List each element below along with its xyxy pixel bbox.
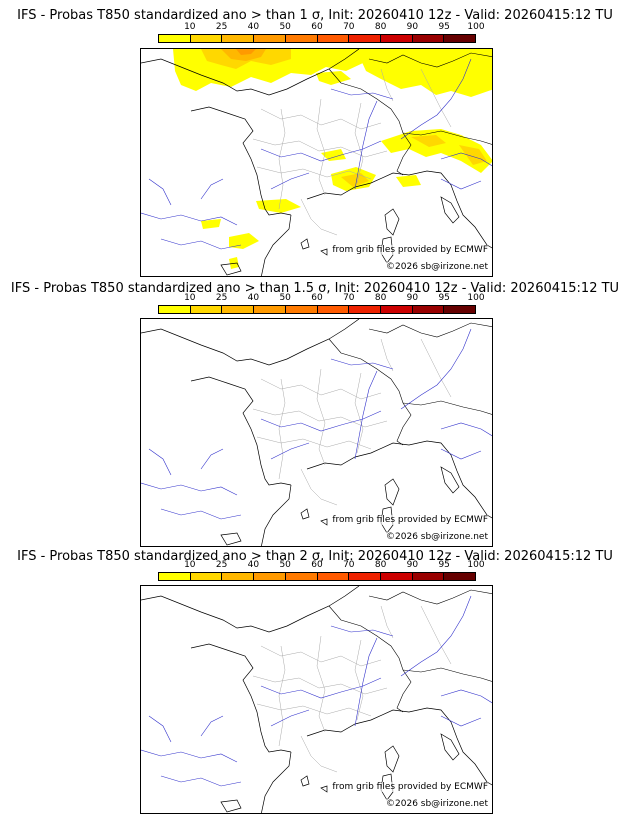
colorbar-tick-label: 40 xyxy=(247,560,260,570)
colorbar-tick-label: 100 xyxy=(467,293,485,303)
country-borders xyxy=(328,52,492,176)
coastlines xyxy=(141,319,492,546)
colorbar-tick-label: 25 xyxy=(215,293,228,303)
colorbar-segment xyxy=(285,573,318,580)
colorbar-segment xyxy=(222,573,255,580)
colorbar-segment xyxy=(444,573,476,580)
panel-title: IFS - Probas T850 standardized ano > tha… xyxy=(10,281,620,296)
colorbar xyxy=(158,305,476,314)
colorbar-tick-label: 95 xyxy=(438,22,450,32)
colorbar-segment xyxy=(380,306,413,313)
colorbar-segment xyxy=(254,306,286,313)
credit-text: from grib files provided by ECMWF xyxy=(332,515,488,525)
colorbar-segment xyxy=(190,573,223,580)
regional-borders xyxy=(252,68,452,236)
colorbar-segment xyxy=(412,573,445,580)
copyright-text: ©2026 sb@irizone.net xyxy=(386,532,488,542)
colorbar-segment xyxy=(254,35,286,42)
map-svg xyxy=(141,319,492,546)
rivers xyxy=(141,58,492,250)
colorbar-tick-label: 50 xyxy=(279,22,291,32)
colorbar-tick-label: 10 xyxy=(184,22,196,32)
colorbar-segment xyxy=(285,35,318,42)
colorbar-tick-label: 100 xyxy=(467,560,485,570)
colorbar-tick-label: 60 xyxy=(311,293,323,303)
colorbar-tick-label: 50 xyxy=(279,293,291,303)
map-area[interactable]: from grib files provided by ECMWF ©2026 … xyxy=(140,48,493,277)
colorbar xyxy=(158,34,476,43)
map-svg xyxy=(141,586,492,813)
colorbar-tick-label: 40 xyxy=(247,293,260,303)
colorbar-ticks: 10 25 40 50 60 70 80 90 95 100 xyxy=(158,560,485,571)
map-svg xyxy=(141,49,492,276)
rivers xyxy=(141,328,492,520)
rivers xyxy=(141,595,492,787)
colorbar-segment xyxy=(190,306,223,313)
colorbar-tick-label: 60 xyxy=(311,22,323,32)
colorbar-tick-label: 70 xyxy=(343,22,355,32)
coastlines xyxy=(141,586,492,813)
colorbar-tick-label: 95 xyxy=(438,560,450,570)
map-panel-2: IFS - Probas T850 standardized ano > tha… xyxy=(0,272,630,548)
colorbar-segment xyxy=(412,35,445,42)
colorbar-tick-label: 70 xyxy=(343,560,355,570)
colorbar-tick-label: 90 xyxy=(406,560,419,570)
colorbar-segment xyxy=(222,306,255,313)
country-borders xyxy=(328,322,492,446)
colorbar-segment xyxy=(254,573,286,580)
panel-title: IFS - Probas T850 standardized ano > tha… xyxy=(17,549,613,564)
map-panel-1: IFS - Probas T850 standardized ano > tha… xyxy=(0,0,630,277)
colorbar-tick-label: 100 xyxy=(467,22,485,32)
colorbar-segment xyxy=(412,306,445,313)
map-area[interactable]: from grib files provided by ECMWF ©2026 … xyxy=(140,318,493,547)
colorbar-segment xyxy=(349,35,381,42)
colorbar-segment xyxy=(159,306,191,313)
map-area[interactable]: from grib files provided by ECMWF ©2026 … xyxy=(140,585,493,814)
copyright-text: ©2026 sb@irizone.net xyxy=(386,262,488,272)
colorbar-tick-label: 80 xyxy=(374,560,387,570)
colorbar-tick-label: 80 xyxy=(374,22,387,32)
colorbar-tick-label: 40 xyxy=(247,22,260,32)
colorbar-tick-label: 90 xyxy=(406,22,419,32)
regional-borders xyxy=(252,338,452,506)
colorbar-segment xyxy=(444,306,476,313)
colorbar-segment xyxy=(349,306,381,313)
country-borders xyxy=(328,589,492,713)
colorbar-tick-label: 70 xyxy=(343,293,355,303)
regional-borders xyxy=(252,605,452,773)
colorbar-ticks: 10 25 40 50 60 70 80 90 95 100 xyxy=(158,22,485,33)
colorbar-segment xyxy=(317,306,350,313)
colorbar xyxy=(158,572,476,581)
colorbar-segment xyxy=(444,35,476,42)
colorbar-tick-label: 10 xyxy=(184,293,196,303)
colorbar-segment xyxy=(349,573,381,580)
colorbar-segment xyxy=(285,306,318,313)
colorbar-segment xyxy=(380,35,413,42)
colorbar-segment xyxy=(159,573,191,580)
credit-text: from grib files provided by ECMWF xyxy=(332,782,488,792)
colorbar-tick-label: 50 xyxy=(279,560,291,570)
colorbar-ticks: 10 25 40 50 60 70 80 90 95 100 xyxy=(158,293,485,304)
colorbar-segment xyxy=(317,35,350,42)
colorbar-tick-label: 10 xyxy=(184,560,196,570)
panel-title: IFS - Probas T850 standardized ano > tha… xyxy=(17,8,613,23)
copyright-text: ©2026 sb@irizone.net xyxy=(386,799,488,809)
colorbar-segment xyxy=(222,35,255,42)
colorbar-tick-label: 25 xyxy=(215,22,228,32)
colorbar-tick-label: 60 xyxy=(311,560,323,570)
colorbar-tick-label: 90 xyxy=(406,293,419,303)
colorbar-tick-label: 25 xyxy=(215,560,228,570)
colorbar-segment xyxy=(317,573,350,580)
colorbar-tick-label: 80 xyxy=(374,293,387,303)
credit-text: from grib files provided by ECMWF xyxy=(332,245,488,255)
colorbar-segment xyxy=(380,573,413,580)
map-panel-3: IFS - Probas T850 standardized ano > tha… xyxy=(0,540,630,816)
colorbar-segment xyxy=(159,35,191,42)
colorbar-tick-label: 95 xyxy=(438,293,450,303)
colorbar-segment xyxy=(190,35,223,42)
